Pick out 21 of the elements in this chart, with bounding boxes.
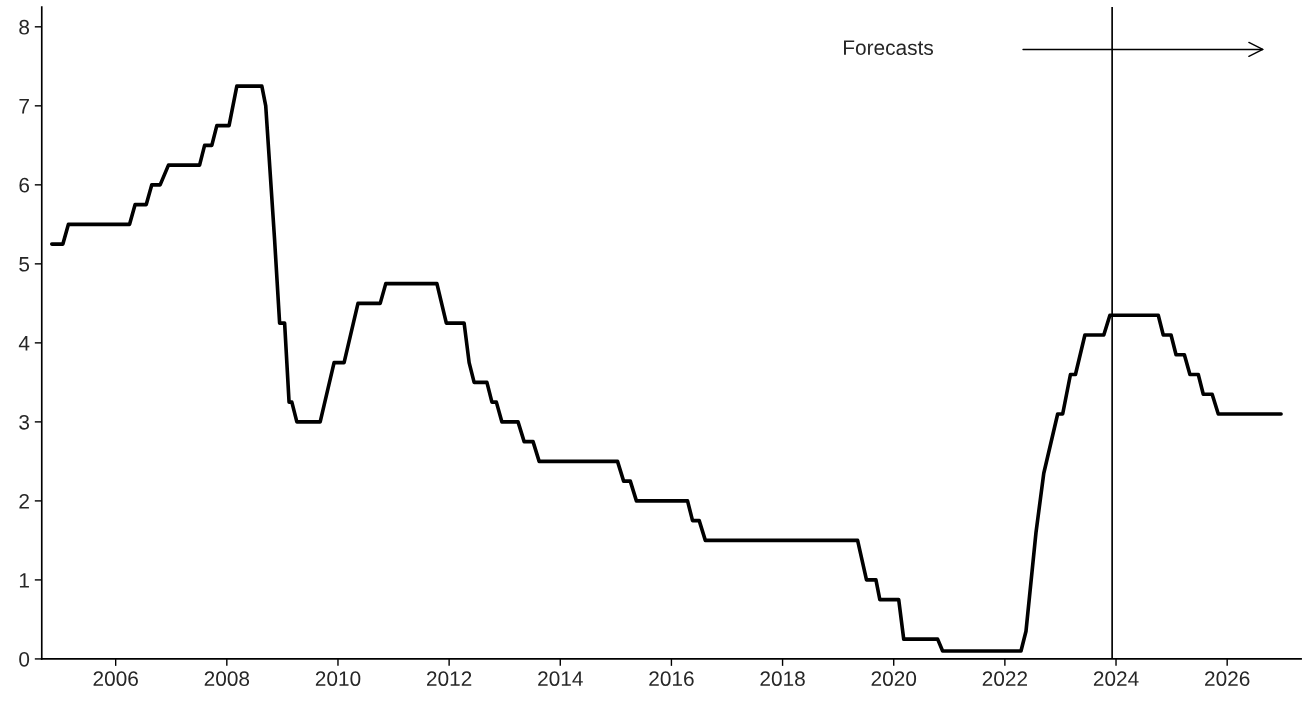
x-tick-label: 2014 (538, 671, 583, 687)
y-tick-label: 1 (19, 573, 29, 588)
x-tick-label: 2006 (93, 671, 138, 687)
x-tick-label: 2016 (649, 671, 694, 687)
x-tick-label: 2012 (427, 671, 472, 687)
x-tick-label: 2018 (760, 671, 805, 687)
y-tick-label: 0 (19, 651, 30, 667)
x-tick-label: 2022 (982, 671, 1027, 687)
annotation: Forecasts (844, 40, 934, 56)
y-tick-label: 2 (19, 493, 29, 509)
x-tick-label: 2024 (1093, 671, 1139, 687)
y-tick-label: 6 (19, 177, 30, 193)
y-tick-label: 4 (18, 336, 30, 351)
x-tick-label: 2008 (204, 671, 250, 687)
x-tick-label: 2010 (315, 671, 361, 687)
y-tick-label: 7 (19, 99, 29, 114)
y-tick-label: 5 (19, 257, 30, 272)
y-tick-label: 3 (19, 414, 30, 430)
y-tick-label: 8 (19, 19, 30, 35)
x-tick-label: 2020 (871, 671, 917, 687)
x-tick-label: 2026 (1205, 671, 1250, 687)
